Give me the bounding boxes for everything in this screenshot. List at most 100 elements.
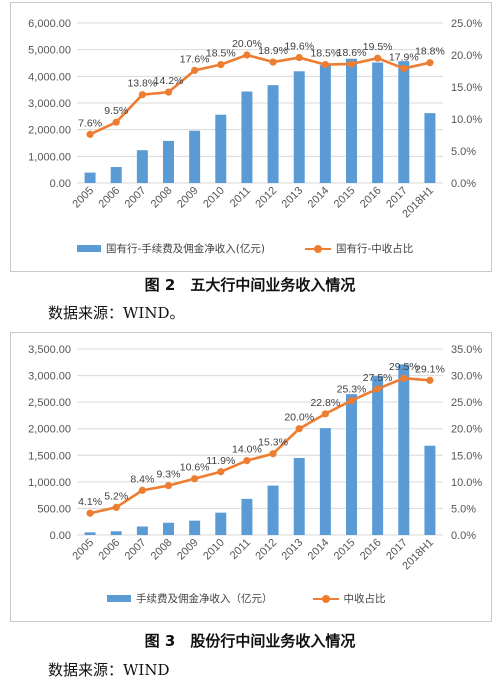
chart-2-line-point [217, 468, 225, 476]
chart-1-x-tick-label: 2012 [253, 185, 279, 211]
figure-2-source: 数据来源：WIND。 [48, 304, 185, 322]
chart-1-data-label: 9.5% [104, 105, 128, 117]
chart-2-y-right-tick: 25.0% [451, 397, 482, 409]
chart-1-y-left-tick: 0.00 [50, 178, 71, 190]
chart-1-bar [215, 114, 227, 183]
chart-2-bar [163, 522, 174, 535]
chart-2-x-tick-label: 2013 [280, 537, 306, 563]
chart-2-bar [84, 532, 96, 535]
chart-1-data-label: 17.6% [180, 53, 210, 65]
chart-1-line-point [217, 61, 225, 69]
chart-2-data-label: 9.3% [157, 469, 181, 481]
chart-1-y-right-tick: 25.0% [451, 18, 482, 30]
chart-1-y-left-tick: 4,000.00 [28, 71, 71, 83]
chart-1-legend: 国有行-手续费及佣金净收入(亿元) 国有行-中收占比 [77, 241, 453, 256]
legend-bar-label: 手续费及佣金净收入（亿元） [136, 593, 273, 605]
chart-2-y-left-tick: 3,500.00 [28, 344, 71, 356]
chart-1-x-tick-label: 2016 [358, 185, 384, 211]
chart-2-y-right-tick: 0.0% [451, 530, 476, 542]
chart-1-y-left-tick: 5,000.00 [28, 45, 71, 57]
chart-2-x-tick-label: 2014 [306, 537, 332, 563]
chart-2-bar [293, 457, 305, 535]
chart-1-y-left-tick: 1,000.00 [28, 151, 71, 163]
chart-2-y-left-tick: 2,000.00 [28, 424, 71, 436]
chart-panel-1: 0.00 1,000.00 2,000.00 3,000.00 4,000.00 5,00… [10, 2, 492, 272]
chart-2-x-tick-label: 2008 [149, 537, 175, 563]
chart-2-bar [267, 485, 279, 535]
chart-1-data-label: 20.0% [232, 38, 262, 50]
chart-1-y-left-tick: 2,000.00 [28, 125, 71, 137]
chart-2-y-left-tick: 1,500.00 [28, 450, 71, 462]
chart-1-line-point [112, 118, 120, 126]
chart-1-data-label: 18.6% [337, 47, 367, 59]
chart-1-bar [293, 71, 305, 183]
chart-2-data-label: 29.1% [415, 363, 445, 375]
chart-1-line-point [426, 59, 434, 67]
chart-2-y-right-tick: 10.0% [451, 477, 482, 489]
legend-item-bar: 手续费及佣金净收入（亿元） [107, 591, 273, 606]
chart-1-x-tick-label: 2006 [97, 185, 123, 211]
chart-2-data-label: 14.0% [232, 444, 262, 456]
chart-1-line-point [138, 91, 146, 99]
chart-1-line-point [321, 61, 329, 69]
figure-2-caption: 图 2 五大行中间业务收入情况 [144, 276, 356, 294]
chart-1-data-label: 19.5% [363, 41, 393, 53]
chart-2-line-point [321, 410, 329, 418]
chart-2-x-tick-label: 2009 [175, 537, 201, 563]
chart-2-series-line [89, 376, 431, 515]
chart-1-y-right-tick: 5.0% [451, 146, 476, 158]
chart-1-line-point [295, 53, 303, 62]
chart-2-data-label: 22.8% [310, 397, 340, 409]
chart-2-bar [136, 526, 148, 535]
chart-2-line-point [426, 376, 434, 384]
chart-2-x-tick-label: 2007 [123, 537, 149, 563]
chart-1-bar [189, 130, 201, 183]
chart-2-bar [398, 364, 410, 535]
chart-1-bar [163, 140, 174, 183]
chart-1-bar [136, 150, 148, 183]
chart-1-bar [346, 58, 357, 183]
legend-bar-swatch [77, 245, 101, 252]
chart-1-x-tick-label: 2005 [70, 185, 96, 211]
legend-item-line: 国有行-中收占比 [304, 241, 413, 256]
chart-1-bar [110, 167, 122, 183]
chart-2-line-point [86, 509, 94, 517]
chart-1-y-left-tick: 6,000.00 [28, 18, 71, 30]
chart-panel-2: 0.00 500.00 1,000.00 1,500.00 2,000.00 2,500.… [10, 332, 492, 622]
chart-2-x-tick-label: 2005 [70, 537, 96, 563]
chart-1-line-point [86, 130, 94, 138]
legend-item-bar: 国有行-手续费及佣金净收入(亿元) [77, 241, 265, 256]
chart-2-bar [215, 512, 227, 535]
chart-2-x-tick-label: 2010 [201, 537, 227, 563]
chart-1-data-label: 18.5% [310, 48, 340, 60]
chart-1-series-line [89, 53, 431, 136]
chart-1-x-tick-label: 2011 [228, 185, 253, 210]
figure-3-source: 数据来源：WIND [48, 661, 170, 679]
chart-2-bar [319, 428, 331, 535]
chart-1-y-right-tick: 20.0% [451, 50, 482, 62]
chart-1-line-point [164, 88, 173, 96]
chart-2-data-label: 29.5% [389, 361, 419, 373]
chart-1-svg: 0.00 1,000.00 2,000.00 3,000.00 4,000.00 5,00… [28, 18, 482, 220]
legend-line-label: 中收占比 [343, 593, 386, 605]
chart-2-y-right-tick: 5.0% [451, 503, 476, 515]
chart-2-data-label: 20.0% [284, 412, 314, 424]
chart-1-bar [319, 65, 331, 183]
legend-bar-label: 国有行-手续费及佣金净收入(亿元) [106, 243, 265, 255]
chart-1-line-point [243, 51, 251, 59]
chart-1-x-tick-label: 2014 [306, 185, 332, 211]
chart-1-data-label: 17.9% [389, 51, 419, 63]
chart-1-data-label: 7.6% [78, 117, 102, 129]
chart-2-line-point [112, 503, 120, 511]
chart-1-data-label: 13.8% [127, 78, 157, 90]
chart-1-bar [84, 172, 96, 183]
chart-2-line-point [269, 450, 277, 458]
chart-2-data-label: 10.6% [180, 462, 210, 474]
chart-2-x-tick-label: 2006 [97, 537, 123, 563]
chart-1-data-label: 14.2% [154, 75, 184, 87]
chart-1-bar [372, 62, 384, 183]
chart-2-y-left-tick: 2,500.00 [28, 397, 71, 409]
chart-1-y-right-tick: 15.0% [451, 82, 482, 94]
chart-2-y-left-tick: 3,000.00 [28, 371, 71, 383]
chart-2-bar [110, 531, 122, 535]
